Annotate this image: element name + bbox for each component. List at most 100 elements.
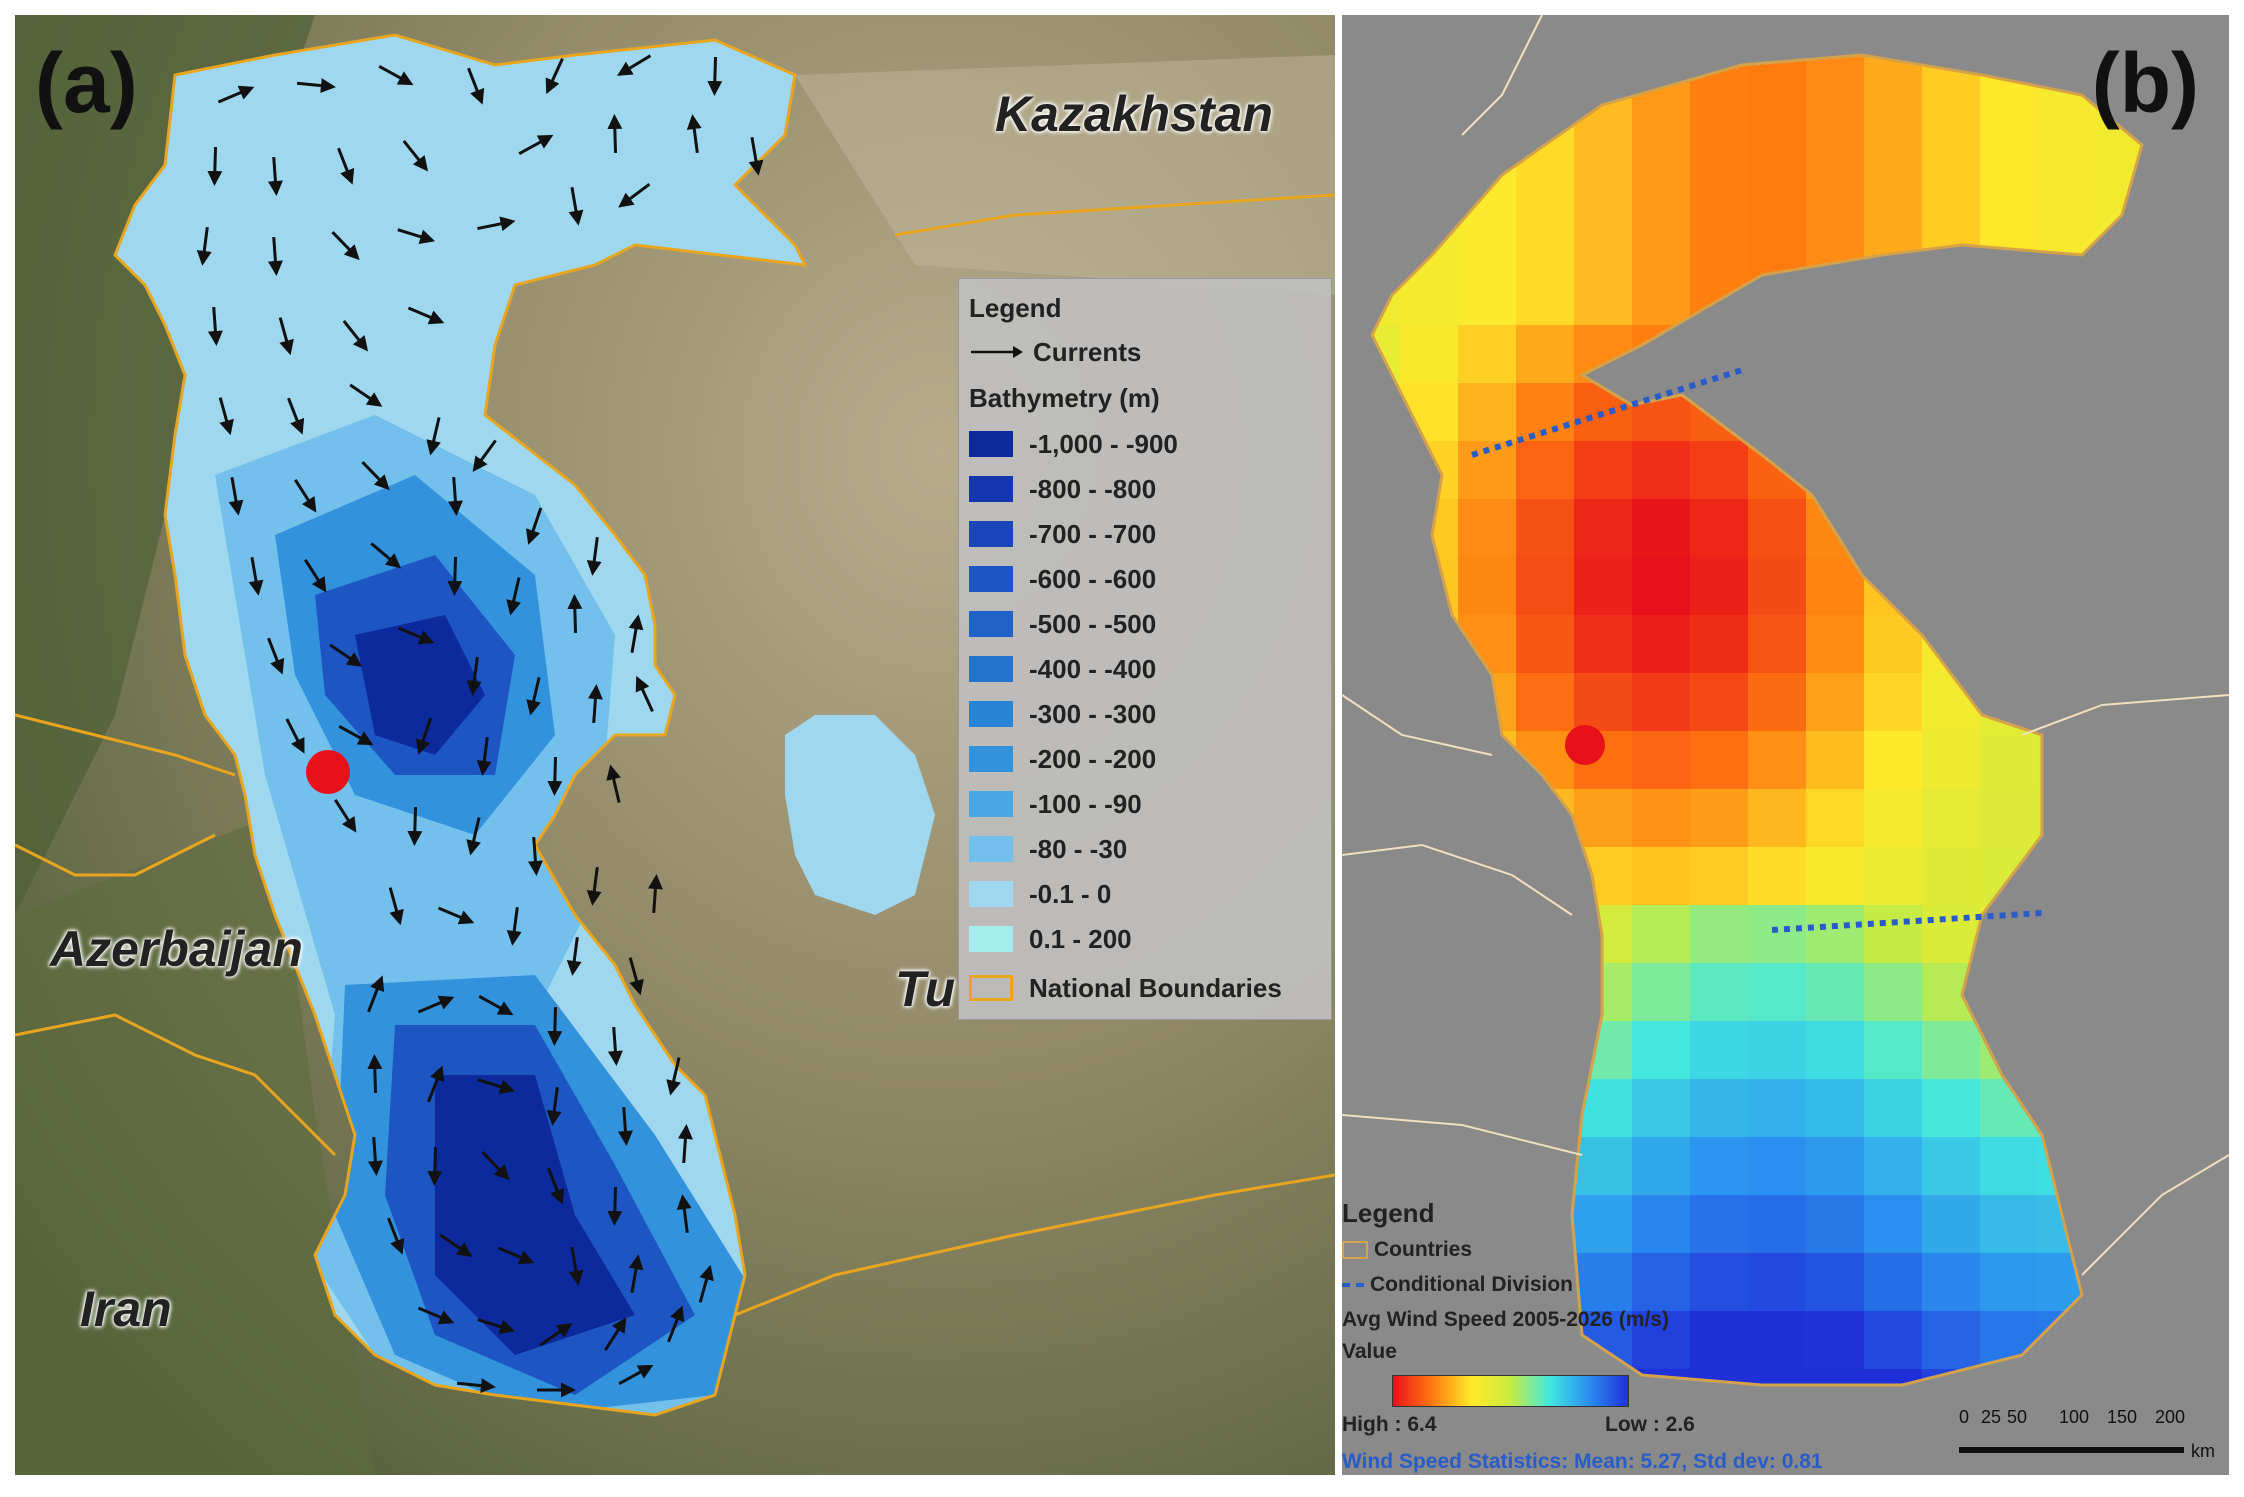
wind-cell [1574,1137,1632,1195]
legend-bathymetry-title: Bathymetry (m) [969,382,1160,413]
wind-cell [1632,963,1690,1021]
wind-cell [1980,1137,2038,1195]
legend-bathymetry-row: -80 - -30 [969,830,1127,868]
current-arrow [606,764,621,803]
current-arrow [367,1054,383,1094]
legend-variable-label: Avg Wind Speed 2005-2026 (m/s) [1342,1308,1669,1331]
land-desert-north [795,55,1335,295]
wind-cell [1574,209,1632,267]
bathymetry-class-label: -500 - -500 [1029,608,1157,639]
current-arrow [367,1136,383,1176]
wind-cell [1806,55,1864,93]
wind-cell [1864,1195,1922,1253]
current-arrow [207,146,223,186]
country-border-2 [1342,843,1573,916]
current-arrow [437,906,475,925]
label-azerbaijan: Azerbaijan [50,921,303,977]
wind-cell [1690,963,1748,1021]
current-arrow [361,461,390,491]
current-arrow [568,1247,584,1286]
current-arrow [476,736,492,776]
boundary-turkmenistan-iran [734,1173,1335,1317]
current-arrow [698,1264,714,1303]
wind-cell [1632,151,1690,209]
wind-cell [1632,731,1690,789]
boundary-kazakhstan [894,193,1335,237]
current-arrow [527,836,543,876]
current-arrow [546,1086,562,1126]
current-arrow [329,643,363,667]
conditional-division-south [1771,910,2043,933]
wind-cell [1690,1253,1748,1311]
current-arrow [267,637,285,675]
wind-cell [1632,499,1690,557]
bathymetry-class-label: -200 - -200 [1029,743,1157,774]
wind-cell [1458,209,1516,267]
wind-cell [1690,1021,1748,1079]
current-arrow [338,725,374,746]
wind-cell [1574,499,1632,557]
current-arrow [526,677,541,716]
wind-cell [1922,151,1980,209]
scale-line [1959,1447,2184,1453]
panel-b-wind-speed-map: (b) Legend Countries Conditional Divisio… [1342,15,2229,1475]
current-arrow [427,1146,443,1186]
boundary-azerbaijan-iran [15,1013,337,1157]
current-arrow [587,684,603,724]
wind-cell [1806,93,1864,151]
panel-label-b: (b) [2091,36,2199,130]
legend-title: Legend [969,293,1062,323]
wind-cell [1922,1253,1980,1311]
current-arrow [628,957,644,996]
wind-cell [1748,1079,1806,1137]
legend-division-label: Conditional Division [1370,1273,1573,1296]
wind-cell [1458,557,1516,615]
current-arrow [707,56,723,96]
current-arrow [342,319,369,352]
current-arrow [228,477,244,516]
wind-cell [1980,1253,2038,1311]
bathymetry-swatch [969,476,1013,502]
wind-cell [1806,1253,1864,1311]
wind-cell [1632,93,1690,151]
current-arrow [304,559,327,593]
wind-cell [1632,789,1690,847]
legend-bathymetry-row: -500 - -500 [969,605,1156,643]
bathymetry-swatch [969,611,1013,637]
country-border-4 [2021,694,2229,736]
wind-cell [1690,673,1748,731]
wind-cell [1864,905,1922,963]
wind-cell [1864,1311,1922,1369]
site-marker [1565,725,1605,765]
wind-cell [1632,1079,1690,1137]
wind-cell [1400,325,1458,383]
current-arrow [547,1006,563,1046]
bathymetry-swatch [969,881,1013,907]
wind-cell [1922,847,1980,905]
current-arrow [647,874,663,914]
scale-tick-label: 200 [2155,1407,2186,1427]
currents-arrow-icon [971,346,1023,358]
legend-countries-label: Countries [1374,1238,1473,1261]
legend-bathymetry-row: 0.1 - 200 [969,920,1132,958]
wind-cell [1748,905,1806,963]
wind-cell [1690,209,1748,267]
wind-cell [1806,963,1864,1021]
country-border-3 [1342,1114,1583,1156]
bathymetry-swatch [969,521,1013,547]
legend-currents-row: Currents [969,333,1141,371]
wind-cell [1806,847,1864,905]
scale-tick-label: 0 [1959,1407,1970,1427]
wind-cell [1632,1253,1690,1311]
wind-cell [2038,93,2096,151]
wind-cell [1516,151,1574,209]
wind-cell [1980,731,2038,789]
land-green-south [15,815,375,1475]
wind-cell [1574,557,1632,615]
wind-cell [1864,1137,1922,1195]
wind-cell [1458,499,1516,557]
wind-cell [1690,1311,1748,1369]
wind-map-canvas [1342,15,2229,1475]
current-arrow [337,147,355,185]
wind-cell [1748,1021,1806,1079]
